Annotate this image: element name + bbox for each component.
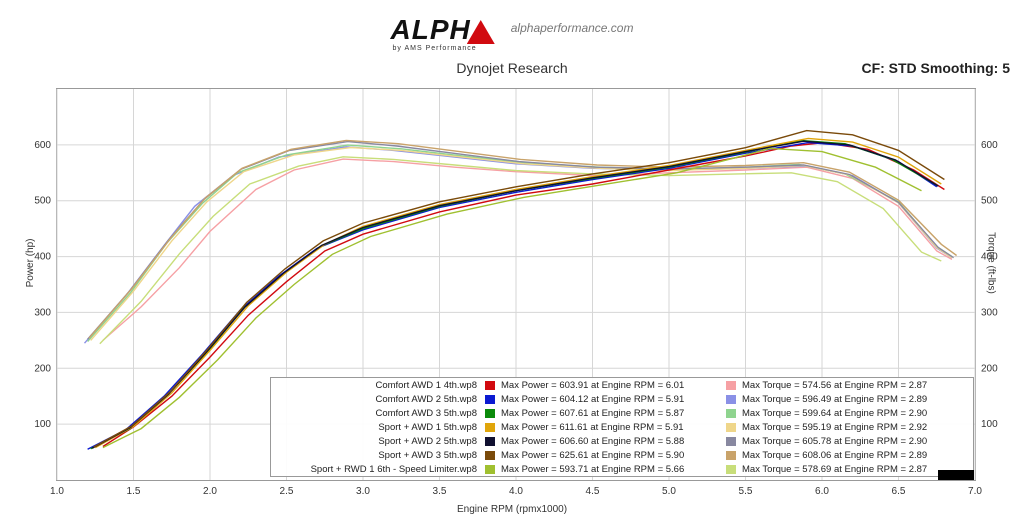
legend-row: Sport + AWD 1 5th.wp8 Max Power = 611.61 … [271, 420, 973, 434]
legend-swatch-power [485, 437, 495, 446]
legend-run-name: Sport + AWD 2 5th.wp8 [277, 436, 485, 447]
x-tick-label: 5.0 [662, 486, 676, 497]
legend-swatch-power [485, 465, 495, 474]
x-tick-label: 2.5 [280, 486, 294, 497]
legend-swatch-power [485, 451, 495, 460]
torque-curve [91, 148, 952, 341]
y-tick-label-right: 500 [981, 196, 998, 207]
chart-titles: Dynojet Research CF: STD Smoothing: 5 [0, 60, 1024, 82]
torque-curve [103, 159, 952, 340]
legend-swatch-power [485, 423, 495, 432]
y-tick-label-left: 400 [34, 252, 51, 263]
y-tick-label-right: 600 [981, 140, 998, 151]
x-tick-label: 4.0 [509, 486, 523, 497]
legend-power-text: Max Power = 606.60 at Engine RPM = 5.88 [501, 436, 726, 447]
legend-row: Comfort AWD 1 4th.wp8 Max Power = 603.91 … [271, 378, 973, 392]
legend-run-name: Comfort AWD 3 5th.wp8 [277, 408, 485, 419]
y-tick-label-left: 600 [34, 140, 51, 151]
legend-torque-text: Max Torque = 608.06 at Engine RPM = 2.89 [742, 450, 967, 461]
legend-swatch-torque [726, 423, 736, 432]
legend-row: Sport + AWD 2 5th.wp8 Max Power = 606.60 … [271, 434, 973, 448]
legend-torque-text: Max Torque = 574.56 at Engine RPM = 2.87 [742, 380, 967, 391]
x-axis-label: Engine RPM (rpmx1000) [457, 504, 567, 515]
x-tick-label: 4.5 [586, 486, 600, 497]
legend-swatch-torque [726, 465, 736, 474]
legend-torque-text: Max Torque = 595.19 at Engine RPM = 2.92 [742, 422, 967, 433]
legend-power-text: Max Power = 603.91 at Engine RPM = 6.01 [501, 380, 726, 391]
legend-run-name: Sport + AWD 3 5th.wp8 [277, 450, 485, 461]
logo-domain: alphaperformance.com [511, 21, 634, 35]
legend-swatch-power [485, 409, 495, 418]
legend-swatch-torque [726, 409, 736, 418]
legend-power-text: Max Power = 593.71 at Engine RPM = 5.66 [501, 464, 726, 475]
y-tick-label-left: 200 [34, 363, 51, 374]
legend-run-name: Sport + RWD 1 6th - Speed Limiter.wp8 [277, 464, 485, 475]
legend-run-name: Comfort AWD 2 5th.wp8 [277, 394, 485, 405]
legend-row: Comfort AWD 3 5th.wp8 Max Power = 607.61 … [271, 406, 973, 420]
legend-torque-text: Max Torque = 596.49 at Engine RPM = 2.89 [742, 394, 967, 405]
legend-torque-text: Max Torque = 599.64 at Engine RPM = 2.90 [742, 408, 967, 419]
torque-curve [100, 157, 942, 344]
legend-power-text: Max Power = 625.61 at Engine RPM = 5.90 [501, 450, 726, 461]
legend-row: Sport + AWD 3 5th.wp8 Max Power = 625.61 … [271, 448, 973, 462]
y-tick-label-right: 200 [981, 363, 998, 374]
legend-run-name: Sport + AWD 1 5th.wp8 [277, 422, 485, 433]
legend-swatch-torque [726, 437, 736, 446]
y-tick-label-left: 100 [34, 419, 51, 430]
y-tick-label-right: 100 [981, 419, 998, 430]
y-tick-label-right: 400 [981, 252, 998, 263]
legend-torque-text: Max Torque = 605.78 at Engine RPM = 2.90 [742, 436, 967, 447]
legend-row: Sport + RWD 1 6th - Speed Limiter.wp8 Max… [271, 462, 973, 476]
y-tick-label-left: 500 [34, 196, 51, 207]
logo-text: ALPH [391, 14, 471, 46]
legend: Comfort AWD 1 4th.wp8 Max Power = 603.91 … [270, 377, 974, 477]
logo-subtitle: by AMS Performance [393, 45, 477, 52]
x-tick-label: 3.5 [433, 486, 447, 497]
logo-alpha-icon [467, 20, 495, 46]
y-tick-label-left: 300 [34, 307, 51, 318]
legend-torque-text: Max Torque = 578.69 at Engine RPM = 2.87 [742, 464, 967, 475]
x-tick-label: 1.0 [50, 486, 64, 497]
legend-row: Comfort AWD 2 5th.wp8 Max Power = 604.12 … [271, 392, 973, 406]
x-tick-label: 7.0 [968, 486, 982, 497]
legend-swatch-torque [726, 451, 736, 460]
legend-swatch-power [485, 381, 495, 390]
logo: ALPH by AMS Performance [391, 14, 495, 46]
header: ALPH by AMS Performance alphaperformance… [0, 6, 1024, 54]
legend-power-text: Max Power = 611.61 at Engine RPM = 5.91 [501, 422, 726, 433]
y-tick-label-right: 300 [981, 307, 998, 318]
legend-swatch-power [485, 395, 495, 404]
x-tick-label: 6.5 [892, 486, 906, 497]
legend-swatch-torque [726, 381, 736, 390]
chart-cf-text: CF: STD Smoothing: 5 [861, 60, 1010, 76]
x-tick-label: 2.0 [203, 486, 217, 497]
x-tick-label: 3.0 [356, 486, 370, 497]
legend-run-name: Comfort AWD 1 4th.wp8 [277, 380, 485, 391]
dynojet-logo-icon [938, 470, 974, 480]
x-tick-label: 5.5 [739, 486, 753, 497]
x-tick-label: 1.5 [127, 486, 141, 497]
legend-swatch-torque [726, 395, 736, 404]
chart-title: Dynojet Research [456, 60, 567, 76]
x-tick-label: 6.0 [815, 486, 829, 497]
legend-power-text: Max Power = 607.61 at Engine RPM = 5.87 [501, 408, 726, 419]
legend-power-text: Max Power = 604.12 at Engine RPM = 5.91 [501, 394, 726, 405]
